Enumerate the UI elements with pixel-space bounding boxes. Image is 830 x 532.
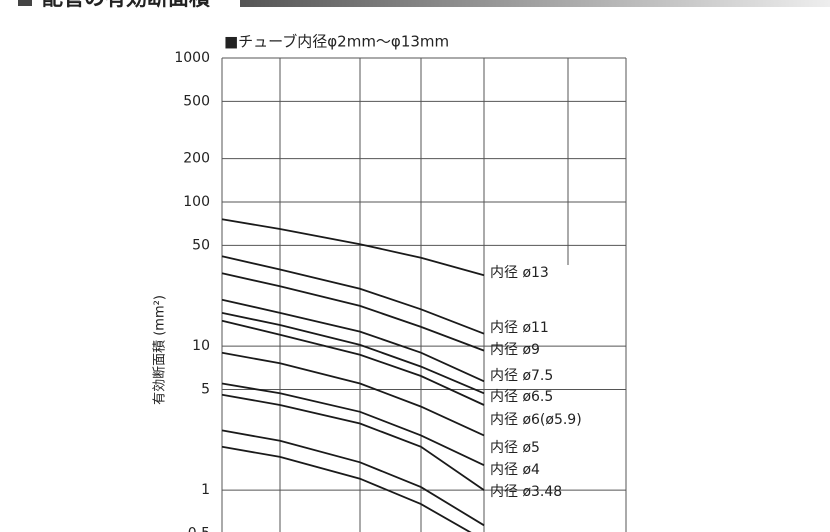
series-label: 内径 ø4 [490,462,540,478]
series-label: 内径 ø13 [490,265,549,281]
series-line [221,312,485,395]
series-line [221,255,485,335]
y-tick-label: 100 [183,194,210,210]
y-tick-label: 200 [183,151,210,167]
y-tick-label: 10 [192,338,210,354]
series-label: 内径 ø9 [490,342,540,358]
y-tick-label: 5 [201,381,210,397]
y-axis-label: 有効断面積 (mm²) [153,295,168,405]
series-line [221,319,485,406]
series-label: 内径 ø6(ø5.9) [490,412,582,428]
series-line [221,351,485,437]
series-label: 内径 ø5 [490,440,540,456]
vertical-grid [221,58,627,532]
y-tick-label: 50 [192,237,210,253]
series-line [221,218,485,277]
series-line [221,272,485,352]
header-title: 配管の有効断面積 [42,0,211,10]
series-line [221,429,485,527]
series-line [221,382,485,467]
header-bar [240,0,830,7]
y-tick-label: 500 [183,93,210,109]
series-line [221,393,485,491]
series-line [221,298,485,383]
chart-title: ■チューブ内径φ2mm～φ13mm [224,33,449,51]
series-label: 内径 ø3.48 [490,484,562,500]
series-line [221,445,472,532]
header-icon [18,0,32,6]
series-label: 内径 ø11 [490,320,549,336]
y-tick-label: 1 [201,482,210,498]
series-label: 内径 ø6.5 [490,389,553,405]
y-tick-label: 0.5 [188,526,210,532]
y-tick-label: 1000 [174,50,210,66]
series-label: 内径 ø7.5 [490,368,553,384]
